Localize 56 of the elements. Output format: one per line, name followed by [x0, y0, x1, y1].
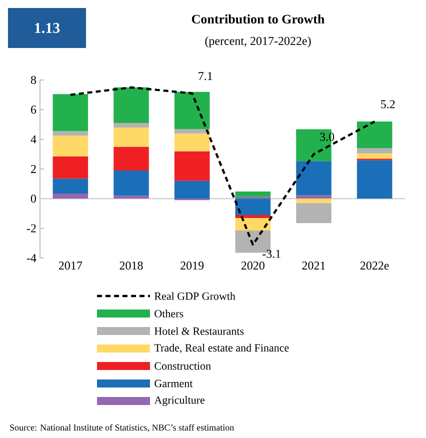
data-label: 5.2: [381, 100, 395, 108]
chart-subtitle: (percent, 2017-2022e): [205, 36, 311, 48]
bar: [174, 151, 210, 181]
bar: [356, 153, 392, 159]
bar: [174, 180, 210, 199]
y-tick-label: 2: [31, 165, 36, 173]
x-tick-label: 2017: [58, 262, 82, 270]
legend-label: Construction: [154, 362, 211, 370]
bar: [235, 218, 271, 231]
bar: [356, 122, 392, 148]
bar: [174, 92, 210, 129]
bar: [235, 198, 271, 215]
line-series: [69, 86, 376, 246]
y-tick-label: 8: [30, 76, 36, 84]
bar: [114, 123, 149, 128]
bar: [52, 193, 88, 199]
bar: [356, 160, 392, 199]
bar: [52, 178, 88, 194]
y-tick-label: -2: [26, 224, 36, 232]
bar: [174, 133, 210, 152]
bar: [296, 203, 332, 224]
legend-label: Real GDP Growth: [154, 292, 236, 300]
bar: [52, 94, 88, 132]
legend-label: Hotel & Restaurants: [154, 327, 244, 335]
chart-title: Contribution to Growth: [192, 14, 325, 24]
x-tick-label: 2020: [241, 262, 264, 270]
bar: [52, 156, 88, 179]
y-tick-label: 6: [30, 106, 36, 114]
bar: [114, 127, 149, 147]
legend-label: Agriculture: [154, 396, 205, 406]
source-note: Source: National Institute of Statistics, NBC’s staff estimation: [10, 424, 234, 432]
x-tick-label: 2022e: [360, 262, 389, 270]
bar: [52, 131, 88, 136]
data-label: 7.1: [198, 72, 212, 80]
bar: [114, 196, 149, 199]
x-tick-label: 2019: [180, 262, 204, 270]
bar: [174, 128, 210, 134]
bar: [114, 87, 149, 124]
data-label: -3.1: [262, 250, 280, 258]
bar: [52, 136, 88, 156]
x-tick-label: 2018: [120, 262, 143, 270]
x-tick-label: 2021: [302, 262, 326, 270]
bar: [356, 148, 392, 154]
text: 1.13: [35, 22, 60, 34]
y-tick-label: -4: [26, 254, 36, 262]
bar: [114, 170, 149, 196]
legend-label: Trade, Real estate and Finance: [154, 344, 289, 354]
bar: [235, 214, 271, 218]
y-tick-label: 4: [30, 135, 36, 144]
bar: [114, 146, 149, 170]
y-tick-label: 0: [30, 194, 36, 203]
bar: [296, 198, 332, 204]
bar: [296, 161, 332, 196]
legend-label: Others: [154, 310, 184, 318]
bar: [235, 192, 271, 197]
legend-label: Garment: [154, 380, 193, 388]
